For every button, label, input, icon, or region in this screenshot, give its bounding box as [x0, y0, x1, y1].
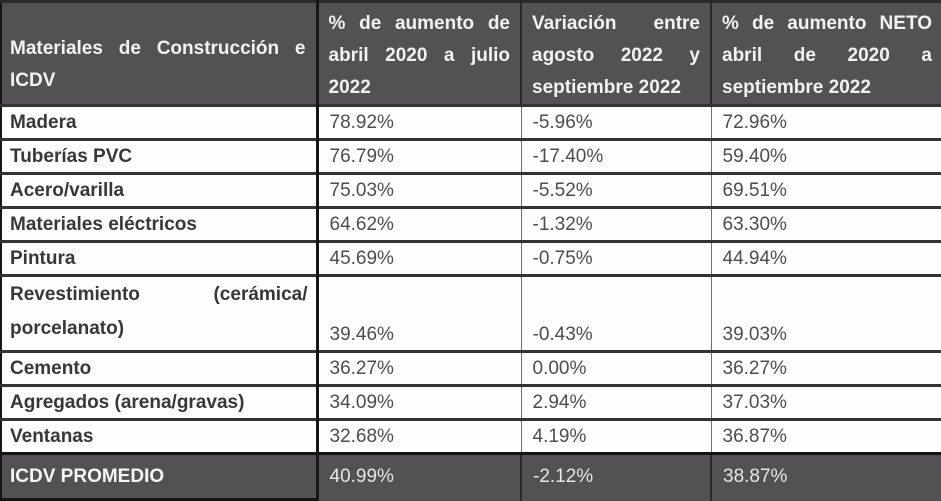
cut-cell-dark	[317, 499, 521, 501]
cell-increase-value: 36.27%	[317, 350, 521, 386]
table-row-materiales-electricos: Materiales eléctricos 64.62% -1.32% 63.3…	[0, 206, 941, 242]
header-cell-materials: Materiales de Construcción e ICDV	[0, 0, 319, 106]
cell-net-value: 63.30%	[710, 206, 941, 242]
cell-increase-value: 45.69%	[317, 240, 521, 276]
cell-increase-value: 32.68%	[317, 418, 521, 454]
header-cell-net: % de aumento NETO abril de 2020 a septie…	[710, 0, 941, 106]
cell-increase-value: 75.03%	[317, 172, 521, 208]
header-cell-increase: % de aumento de abril 2020 a julio 2022	[317, 0, 521, 106]
cell-net-value: 37.03%	[710, 384, 941, 420]
table-row-agregados: Agregados (arena/gravas) 34.09% 2.94% 37…	[0, 384, 941, 420]
cell-net-value: 36.27%	[710, 350, 941, 386]
cut-cell-dark	[710, 499, 941, 501]
cell-increase-value: 39.46%	[317, 274, 521, 352]
cell-variation-value: 2.94%	[520, 384, 711, 420]
cut-cell-white	[0, 498, 319, 501]
footer-row-icdv-promedio: ICDV PROMEDIO 40.99% -2.12% 38.87%	[0, 452, 941, 500]
header-line: ICDV	[10, 70, 56, 91]
table-row-madera: Madera 78.92% -5.96% 72.96%	[0, 104, 941, 140]
header-line: abril 2020 a julio	[328, 45, 511, 66]
cell-variation-value: -17.40%	[520, 138, 711, 174]
cell-footer-net: 38.87%	[710, 452, 941, 500]
cell-increase-value: 76.79%	[317, 138, 521, 174]
cell-net-value: 39.03%	[710, 274, 941, 352]
cell-variation-value: -5.96%	[520, 104, 711, 140]
header-line: septiembre 2022	[722, 77, 871, 98]
cell-material-label: Acero/varilla	[0, 172, 319, 208]
cell-net-value: 59.40%	[710, 138, 941, 174]
cell-material-label: Madera	[0, 104, 319, 140]
table-row-pintura: Pintura 45.69% -0.75% 44.94%	[0, 240, 941, 276]
header-row: Materiales de Construcción e ICDV % de a…	[0, 0, 941, 106]
cell-net-value: 36.87%	[710, 418, 941, 454]
cell-net-value: 44.94%	[710, 240, 941, 276]
cell-footer-variation: -2.12%	[520, 452, 711, 500]
cell-increase-value: 64.62%	[317, 206, 521, 242]
header-line: Materiales de Construcción e	[10, 38, 306, 59]
cell-material-label: Materiales eléctricos	[0, 206, 319, 242]
cell-increase-value: 34.09%	[317, 384, 521, 420]
header-line: % de aumento de	[328, 13, 511, 34]
cell-variation-value: -0.43%	[520, 274, 711, 352]
cut-cell-dark	[520, 499, 711, 501]
cell-variation-value: 4.19%	[520, 418, 711, 454]
cell-material-label: Ventanas	[0, 418, 319, 454]
header-line: abril de 2020 a	[722, 45, 932, 66]
cell-variation-value: -0.75%	[520, 240, 711, 276]
table-row-ventanas: Ventanas 32.68% 4.19% 36.87%	[0, 418, 941, 454]
header-line: agosto 2022 y	[532, 45, 700, 66]
table-row-cemento: Cemento 36.27% 0.00% 36.27%	[0, 350, 941, 386]
cell-footer-increase: 40.99%	[317, 452, 521, 500]
cell-material-label: Agregados (arena/gravas)	[0, 384, 319, 420]
label-line: Revestimiento (cerámica/	[10, 284, 308, 305]
cell-footer-label: ICDV PROMEDIO	[0, 452, 319, 500]
header-line: 2022	[328, 77, 371, 98]
cell-material-label: Tuberías PVC	[0, 138, 319, 174]
cell-material-label: Pintura	[0, 240, 319, 276]
header-line: septiembre 2022	[532, 77, 681, 98]
cell-variation-value: 0.00%	[520, 350, 711, 386]
table-row-revestimiento: Revestimiento (cerámica/ porcelanato) 39…	[0, 274, 941, 352]
cell-increase-value: 78.92%	[317, 104, 521, 140]
cropped-bottom-strip	[0, 498, 941, 501]
table-row-tuberias-pvc: Tuberías PVC 76.79% -17.40% 59.40%	[0, 138, 941, 174]
label-line: porcelanato)	[10, 318, 125, 339]
header-line: % de aumento NETO	[722, 13, 932, 34]
table-row-acero-varilla: Acero/varilla 75.03% -5.52% 69.51%	[0, 172, 941, 208]
cell-variation-value: -5.52%	[520, 172, 711, 208]
cell-material-label: Cemento	[0, 350, 319, 386]
cell-material-label: Revestimiento (cerámica/ porcelanato)	[0, 274, 319, 352]
header-line: Variación entre	[532, 13, 700, 34]
cell-variation-value: -1.32%	[520, 206, 711, 242]
cell-net-value: 69.51%	[710, 172, 941, 208]
header-cell-variation: Variación entre agosto 2022 y septiembre…	[520, 0, 711, 106]
cell-net-value: 72.96%	[710, 104, 941, 140]
